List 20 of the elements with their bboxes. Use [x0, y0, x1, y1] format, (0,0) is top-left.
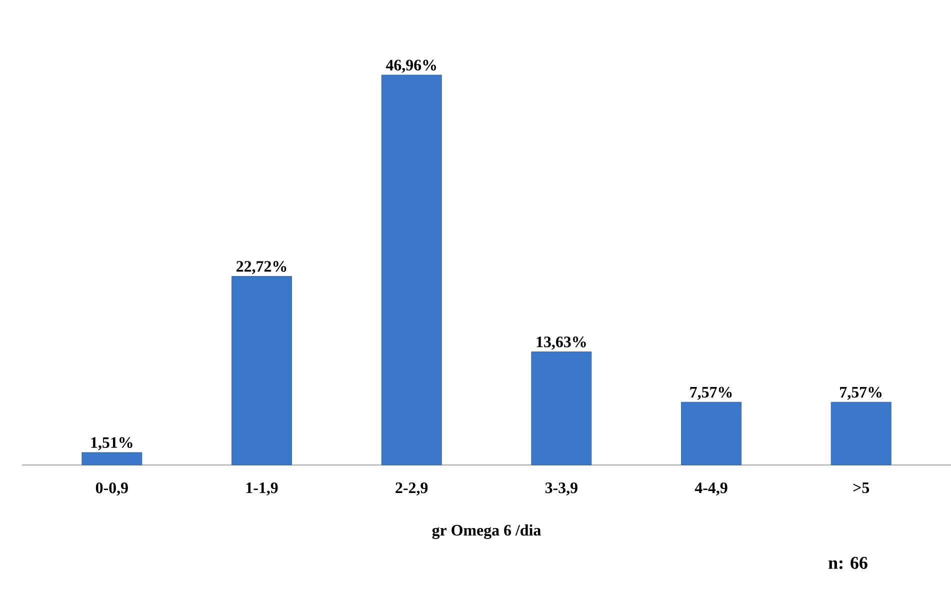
data-label: 13,63%	[536, 336, 586, 350]
data-label: 1,51%	[91, 437, 132, 450]
x-tick-label: 3-3,9	[545, 482, 578, 496]
bar	[531, 352, 592, 466]
bar	[381, 74, 442, 466]
x-tick-label: >5	[853, 482, 870, 494]
bar	[830, 402, 892, 466]
data-label: 46,96%	[386, 60, 436, 73]
bar	[82, 452, 142, 466]
data-label: 22,72%	[236, 261, 286, 274]
data-label: 7,57%	[840, 386, 882, 400]
x-tick-label: 4-4,9	[694, 482, 728, 496]
x-axis-title: gr Omega 6 /dia	[432, 524, 541, 539]
x-tick-label: 0-0,9	[96, 482, 128, 496]
data-label: 7,57%	[690, 386, 732, 400]
bar	[232, 276, 292, 466]
x-tick-label: 1-1,9	[246, 482, 278, 496]
bar	[681, 402, 742, 466]
text: n: 66	[828, 556, 868, 570]
x-tick-label: 2-2,9	[396, 482, 428, 496]
